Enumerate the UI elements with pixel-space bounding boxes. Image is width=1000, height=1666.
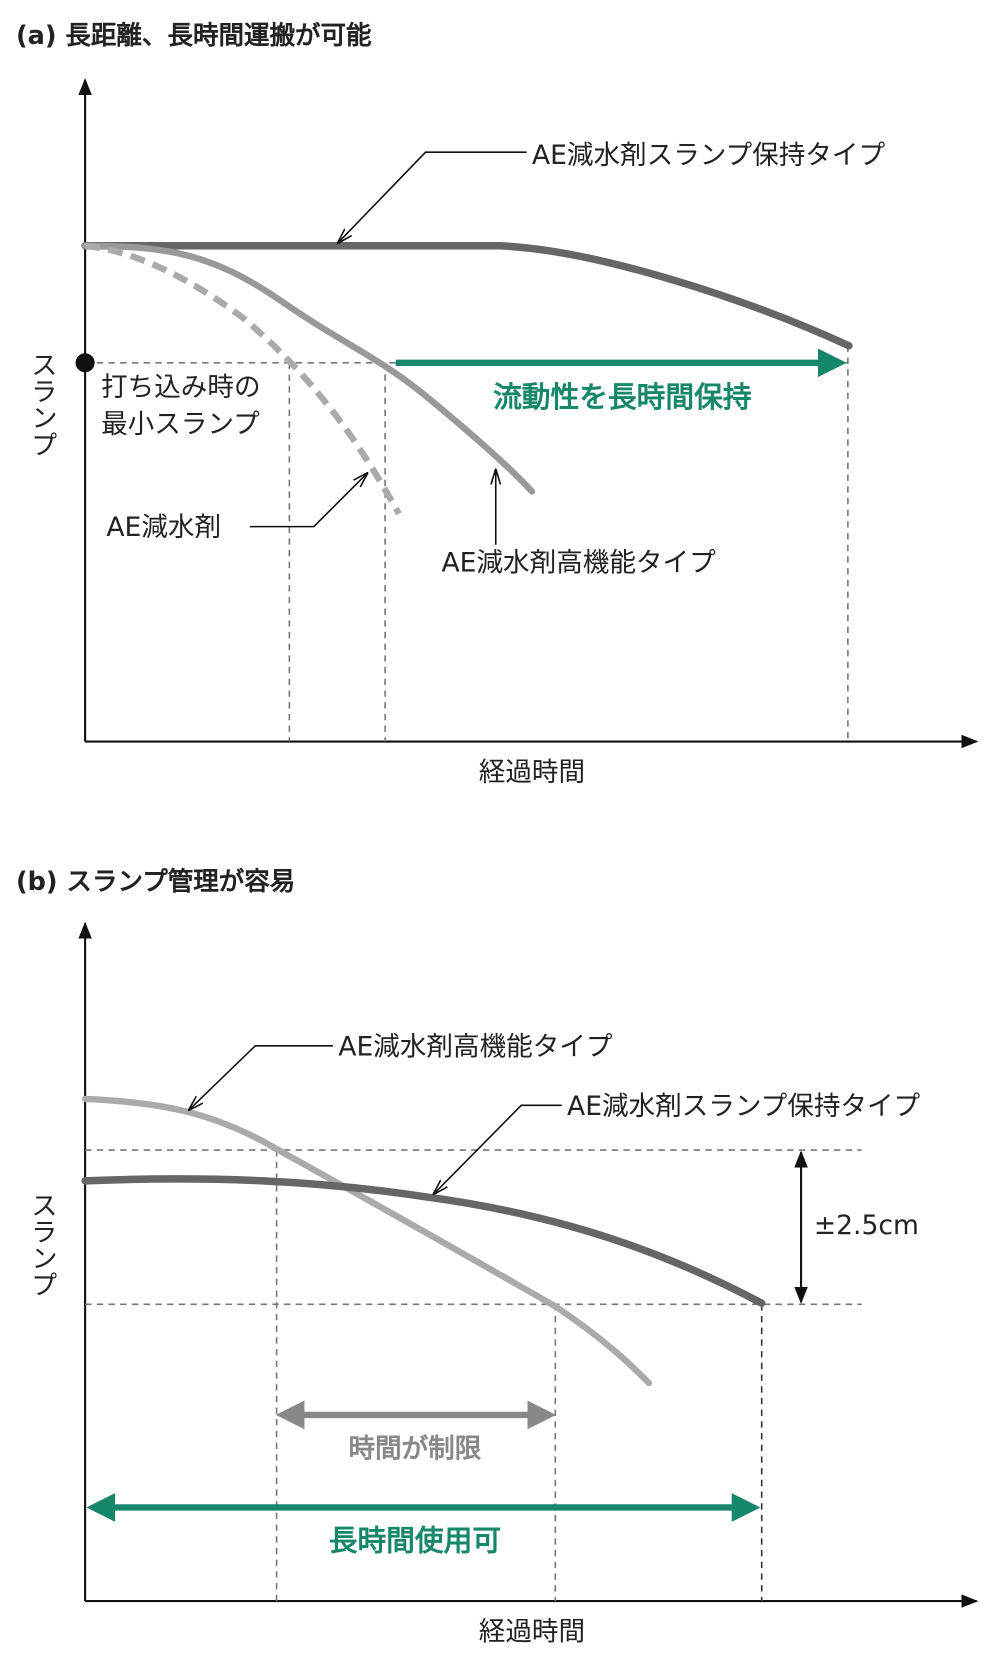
curve-label: AE減水剤 — [106, 512, 221, 543]
curve-label: AE減水剤高機能タイプ — [338, 1031, 613, 1062]
high-function-curve — [81, 1095, 653, 1387]
y-axis-label: スランプ — [26, 1192, 57, 1298]
leader-line — [338, 151, 527, 242]
min-slump-label: 最小スランプ — [101, 409, 260, 440]
x-axis-label: 経過時間 — [479, 1617, 585, 1648]
curve-label: AE減水剤スランプ保持タイプ — [532, 140, 886, 171]
y-axis-label: スランプ — [26, 351, 57, 457]
curve-label: AE減水剤スランプ保持タイプ — [567, 1091, 921, 1122]
curve-label: AE減水剤高機能タイプ — [441, 547, 716, 578]
leader-line — [250, 473, 367, 528]
panel-b: (b) スランプ管理が容易 ±2.5cm 時間が制限 長時間使用可 AE減水剤高… — [16, 867, 979, 1648]
green-label: 長時間使用可 — [329, 1524, 501, 1558]
min-slump-label: 打ち込み時の — [101, 372, 260, 403]
high-function-curve — [81, 242, 536, 495]
panel-title: (a) 長距離、長時間運搬が可能 — [16, 21, 372, 51]
leader-line — [434, 1104, 562, 1193]
min-slump-dot — [75, 353, 95, 373]
range-label: ±2.5cm — [814, 1210, 919, 1241]
green-label: 流動性を長時間保持 — [493, 380, 752, 414]
gray-label: 時間が制限 — [348, 1434, 481, 1465]
plain-curve — [84, 242, 402, 516]
retention-curve — [81, 1175, 766, 1307]
x-axis-label: 経過時間 — [479, 757, 585, 788]
panel-a: (a) 長距離、長時間運搬が可能 流動性を長時間保持 AE減水剤スランプ保持タイ… — [16, 21, 979, 788]
panel-title: (b) スランプ管理が容易 — [16, 867, 295, 897]
retention-curve — [81, 242, 853, 350]
leader-line — [189, 1044, 333, 1110]
